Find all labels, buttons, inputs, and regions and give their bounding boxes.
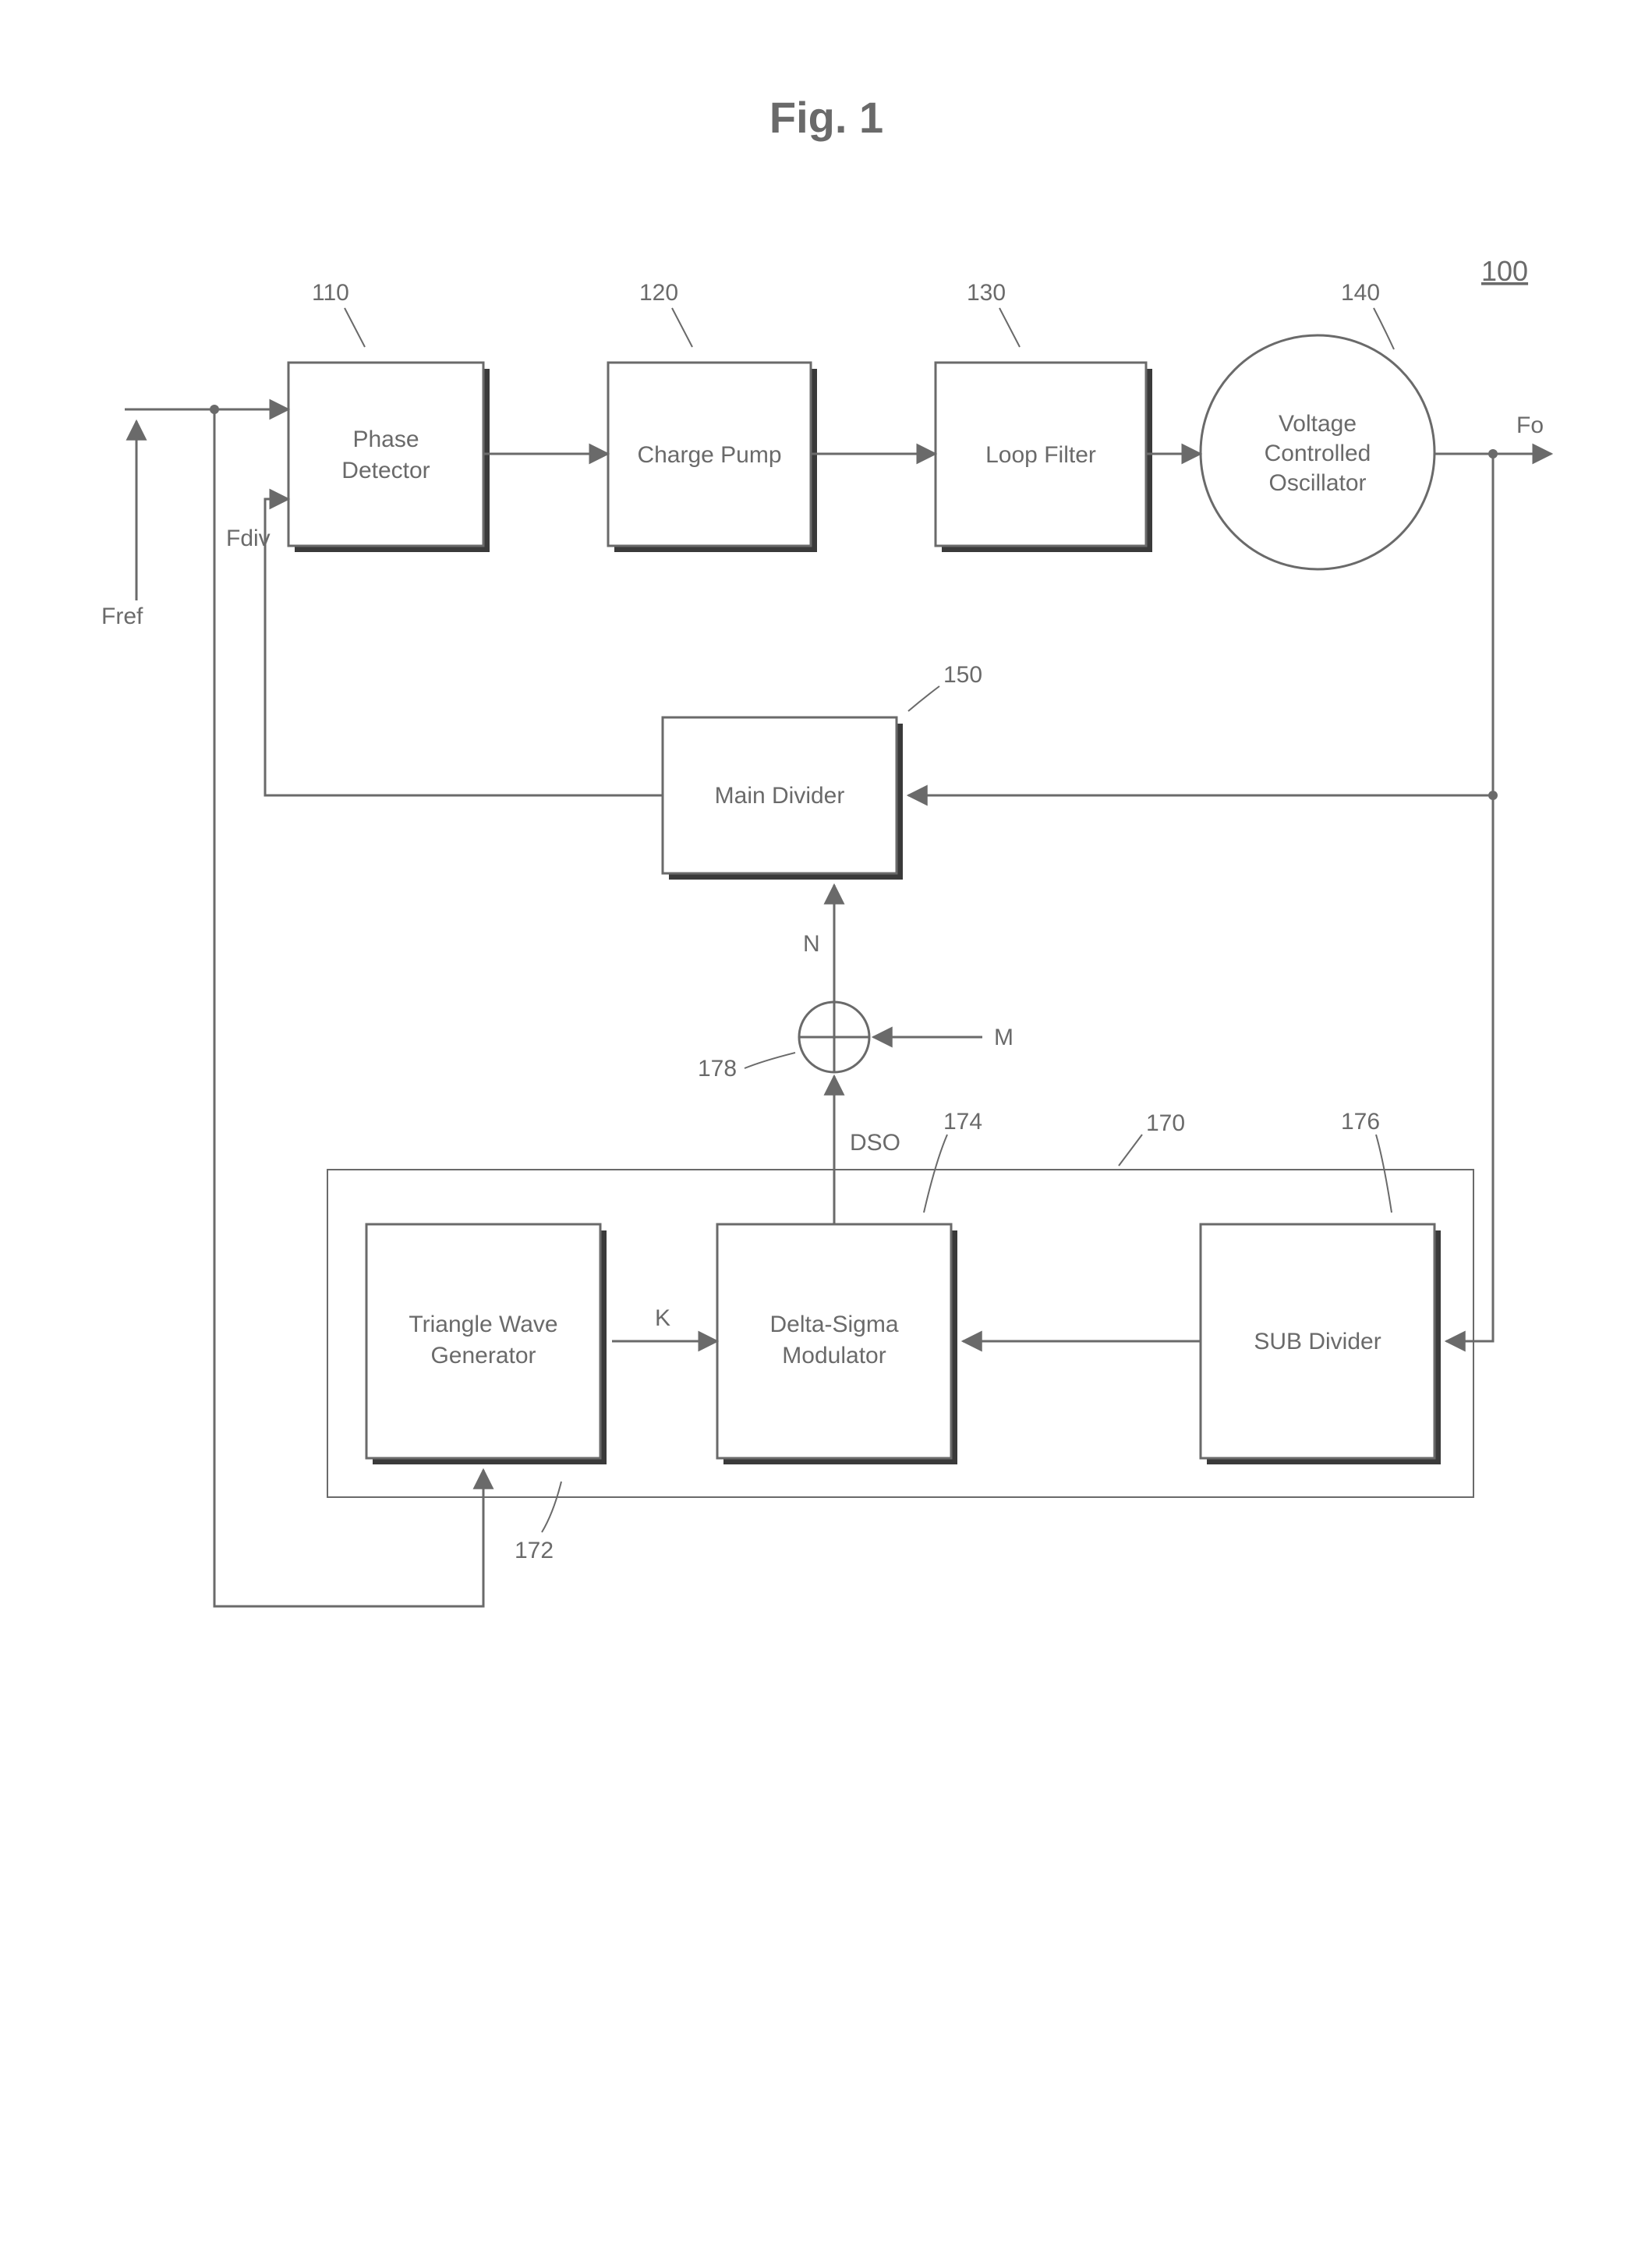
ref-174: 174 bbox=[943, 1109, 982, 1135]
leader-172 bbox=[542, 1482, 561, 1532]
triangle-wave-line1: Triangle Wave bbox=[409, 1312, 557, 1337]
ref-120: 120 bbox=[639, 280, 678, 306]
vco-line1: Voltage bbox=[1279, 411, 1357, 437]
ref-110: 110 bbox=[312, 280, 349, 306]
ref-176: 176 bbox=[1341, 1109, 1380, 1135]
vco-line2: Controlled bbox=[1265, 441, 1371, 466]
leader-120 bbox=[672, 308, 692, 347]
ref-130: 130 bbox=[967, 280, 1006, 306]
ref-140: 140 bbox=[1341, 280, 1380, 306]
main-divider-line1: Main Divider bbox=[715, 783, 845, 809]
sub-divider-line1: SUB Divider bbox=[1254, 1329, 1381, 1354]
leader-176 bbox=[1376, 1135, 1392, 1213]
block-vco: Voltage Controlled Oscillator bbox=[1201, 335, 1434, 569]
block-phase-detector: Phase Detector bbox=[288, 363, 490, 552]
ref-170: 170 bbox=[1146, 1110, 1185, 1136]
leader-174 bbox=[924, 1135, 947, 1213]
leader-110 bbox=[345, 308, 365, 347]
system-ref-label: 100 bbox=[1481, 255, 1528, 287]
wire-fo-to-subdiv bbox=[1446, 795, 1493, 1341]
label-dso: DSO bbox=[850, 1130, 900, 1156]
block-charge-pump: Charge Pump bbox=[608, 363, 817, 552]
block-sub-divider: SUB Divider bbox=[1201, 1224, 1441, 1464]
block-main-divider: Main Divider bbox=[663, 717, 903, 880]
delta-sigma-line2: Modulator bbox=[782, 1343, 886, 1368]
block-loop-filter: Loop Filter bbox=[936, 363, 1152, 552]
figure-title: Fig. 1 bbox=[769, 93, 883, 142]
triangle-wave-line2: Generator bbox=[430, 1343, 536, 1368]
block-delta-sigma: Delta-Sigma Modulator bbox=[717, 1224, 957, 1464]
node-adder bbox=[799, 1002, 869, 1072]
ref-178: 178 bbox=[698, 1056, 737, 1082]
leader-140 bbox=[1374, 308, 1394, 349]
delta-sigma-line1: Delta-Sigma bbox=[769, 1312, 898, 1337]
label-m: M bbox=[994, 1025, 1013, 1050]
ref-150: 150 bbox=[943, 662, 982, 688]
leader-130 bbox=[999, 308, 1020, 347]
charge-pump-line1: Charge Pump bbox=[637, 442, 781, 468]
phase-detector-line1: Phase bbox=[352, 427, 419, 452]
phase-detector-line2: Detector bbox=[341, 458, 430, 483]
label-k: K bbox=[655, 1305, 670, 1331]
label-fdiv: Fdiv bbox=[226, 526, 271, 551]
figure-canvas: Fig. 1 100 Phase Detector 110 Charge Pum… bbox=[0, 0, 1652, 2266]
label-fo: Fo bbox=[1516, 412, 1544, 438]
leader-170 bbox=[1119, 1135, 1142, 1166]
label-fref: Fref bbox=[101, 604, 143, 629]
loop-filter-line1: Loop Filter bbox=[985, 442, 1096, 468]
ref-172: 172 bbox=[515, 1538, 554, 1563]
label-n: N bbox=[803, 931, 820, 957]
vco-line3: Oscillator bbox=[1268, 470, 1366, 496]
leader-178 bbox=[745, 1053, 795, 1068]
leader-150 bbox=[908, 686, 939, 711]
block-triangle-wave: Triangle Wave Generator bbox=[366, 1224, 607, 1464]
